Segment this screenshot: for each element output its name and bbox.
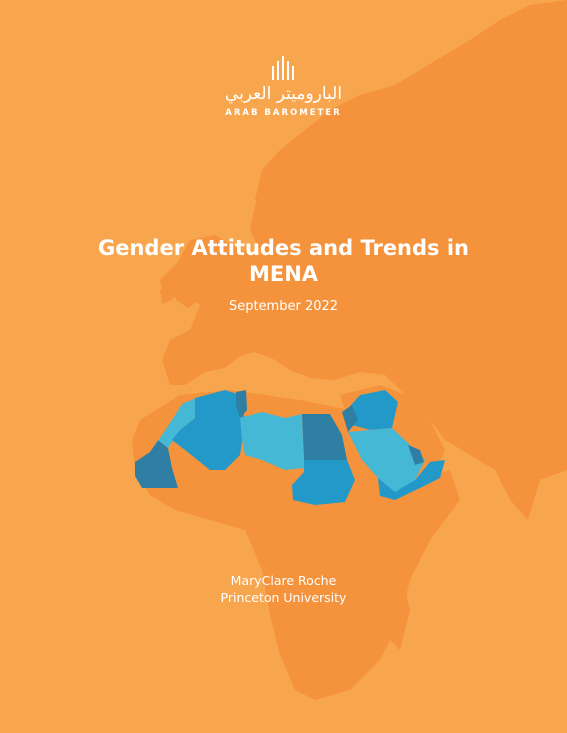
- lebanon-jordan-region: [342, 405, 358, 432]
- scandinavia-landmass: [250, 150, 305, 255]
- logo-arabic-text: الباروميتر العربي: [224, 84, 343, 104]
- arabian-peninsula-region: [348, 428, 425, 495]
- british-isles-landmass: [176, 270, 200, 308]
- algeria-region: [172, 390, 245, 470]
- europe-asia-landmass: [160, 0, 567, 520]
- morocco-region: [150, 398, 196, 452]
- tunisia-region: [236, 390, 247, 418]
- levant-iraq-region: [345, 390, 398, 430]
- ireland-landmass: [160, 286, 172, 304]
- libya-region: [240, 412, 304, 470]
- author-affiliation: Princeton University: [220, 590, 347, 605]
- barometer-columns-icon: [271, 56, 294, 80]
- egypt-region: [302, 414, 347, 460]
- logo-english-text: ARAB BAROMETER: [225, 108, 342, 118]
- oman-yemen-region: [378, 460, 445, 500]
- report-date: September 2022: [228, 299, 339, 314]
- author-name: MaryClare Roche: [230, 573, 337, 588]
- report-title: Gender Attitudes and Trends in MENA: [98, 236, 469, 286]
- author-block: MaryClare Roche Princeton University: [0, 572, 567, 606]
- sudan-region: [292, 460, 355, 505]
- mauritania-region: [135, 440, 178, 488]
- gulf-states-region: [408, 445, 424, 465]
- madagascar-landmass: [390, 590, 410, 650]
- arab-barometer-logo: الباروميتر العربي ARAB BAROMETER: [0, 56, 567, 118]
